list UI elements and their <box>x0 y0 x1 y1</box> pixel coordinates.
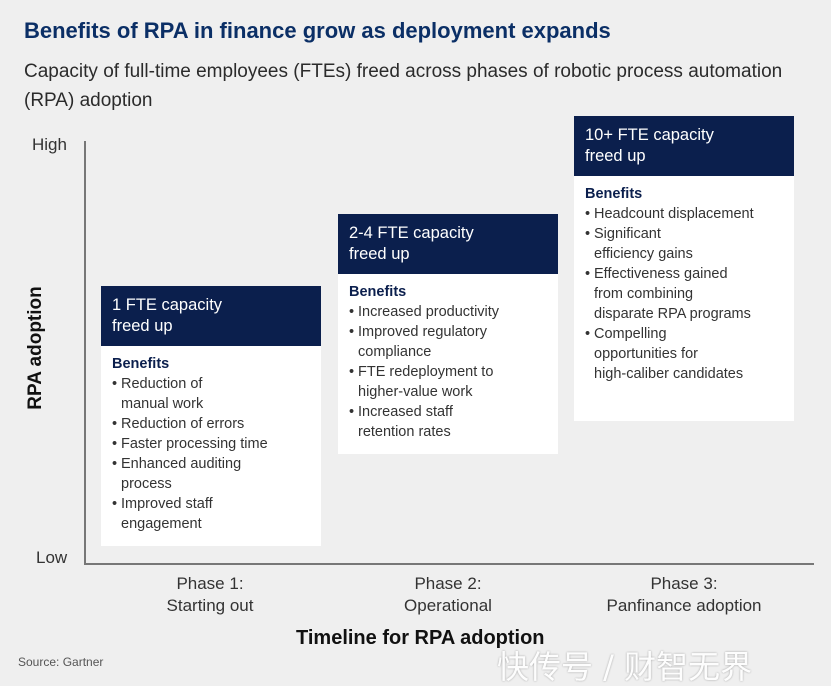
y-axis-title: RPA adoption <box>25 286 46 410</box>
phase-3-label: Phase 3: Panfinance adoption <box>606 574 762 615</box>
source-note: Source: Gartner <box>18 655 104 669</box>
phase-3-capacity-header: 10+ FTE capacity freed up <box>574 116 794 176</box>
phase-1-label: Phase 1: Starting out <box>166 574 254 615</box>
benefit-item: Headcount displacement <box>585 204 784 224</box>
phase-2-label: Phase 2: Operational <box>404 574 492 615</box>
benefit-list: Headcount displacement Significanteffici… <box>585 204 784 384</box>
phase-3-benefits: Benefits Headcount displacement Signific… <box>574 176 794 421</box>
phase-3-box: 10+ FTE capacity freed up Benefits Headc… <box>574 116 794 421</box>
y-axis-line <box>84 141 86 564</box>
benefits-heading: Benefits <box>349 284 407 300</box>
chart-title: Benefits of RPA in finance grow as deplo… <box>24 18 611 43</box>
benefits-heading: Benefits <box>112 356 170 372</box>
benefits-heading: Benefits <box>585 186 643 202</box>
phase-2-benefits: Benefits Increased productivity Improved… <box>338 274 558 454</box>
phase-2-box: 2-4 FTE capacity freed up Benefits Incre… <box>338 214 558 454</box>
x-axis-line <box>84 563 814 565</box>
x-axis-title: Timeline for RPA adoption <box>296 627 545 649</box>
phase-1-box: 1 FTE capacity freed up Benefits Reducti… <box>101 286 321 546</box>
benefit-item: Reduction of errors <box>112 414 311 434</box>
chart-subtitle: Capacity of full-time employees (FTEs) f… <box>24 61 783 111</box>
benefit-item: Faster processing time <box>112 434 311 454</box>
y-axis-low-label: Low <box>36 548 68 567</box>
phase-2-capacity-header: 2-4 FTE capacity freed up <box>338 214 558 274</box>
benefit-item: Increased productivity <box>349 302 548 322</box>
phase-1-capacity-header: 1 FTE capacity freed up <box>101 286 321 346</box>
y-axis-high-label: High <box>32 135 67 154</box>
benefit-list: Increased productivity Improved regulato… <box>349 302 548 442</box>
watermark: 快传号 / 财智无界 <box>497 648 753 686</box>
